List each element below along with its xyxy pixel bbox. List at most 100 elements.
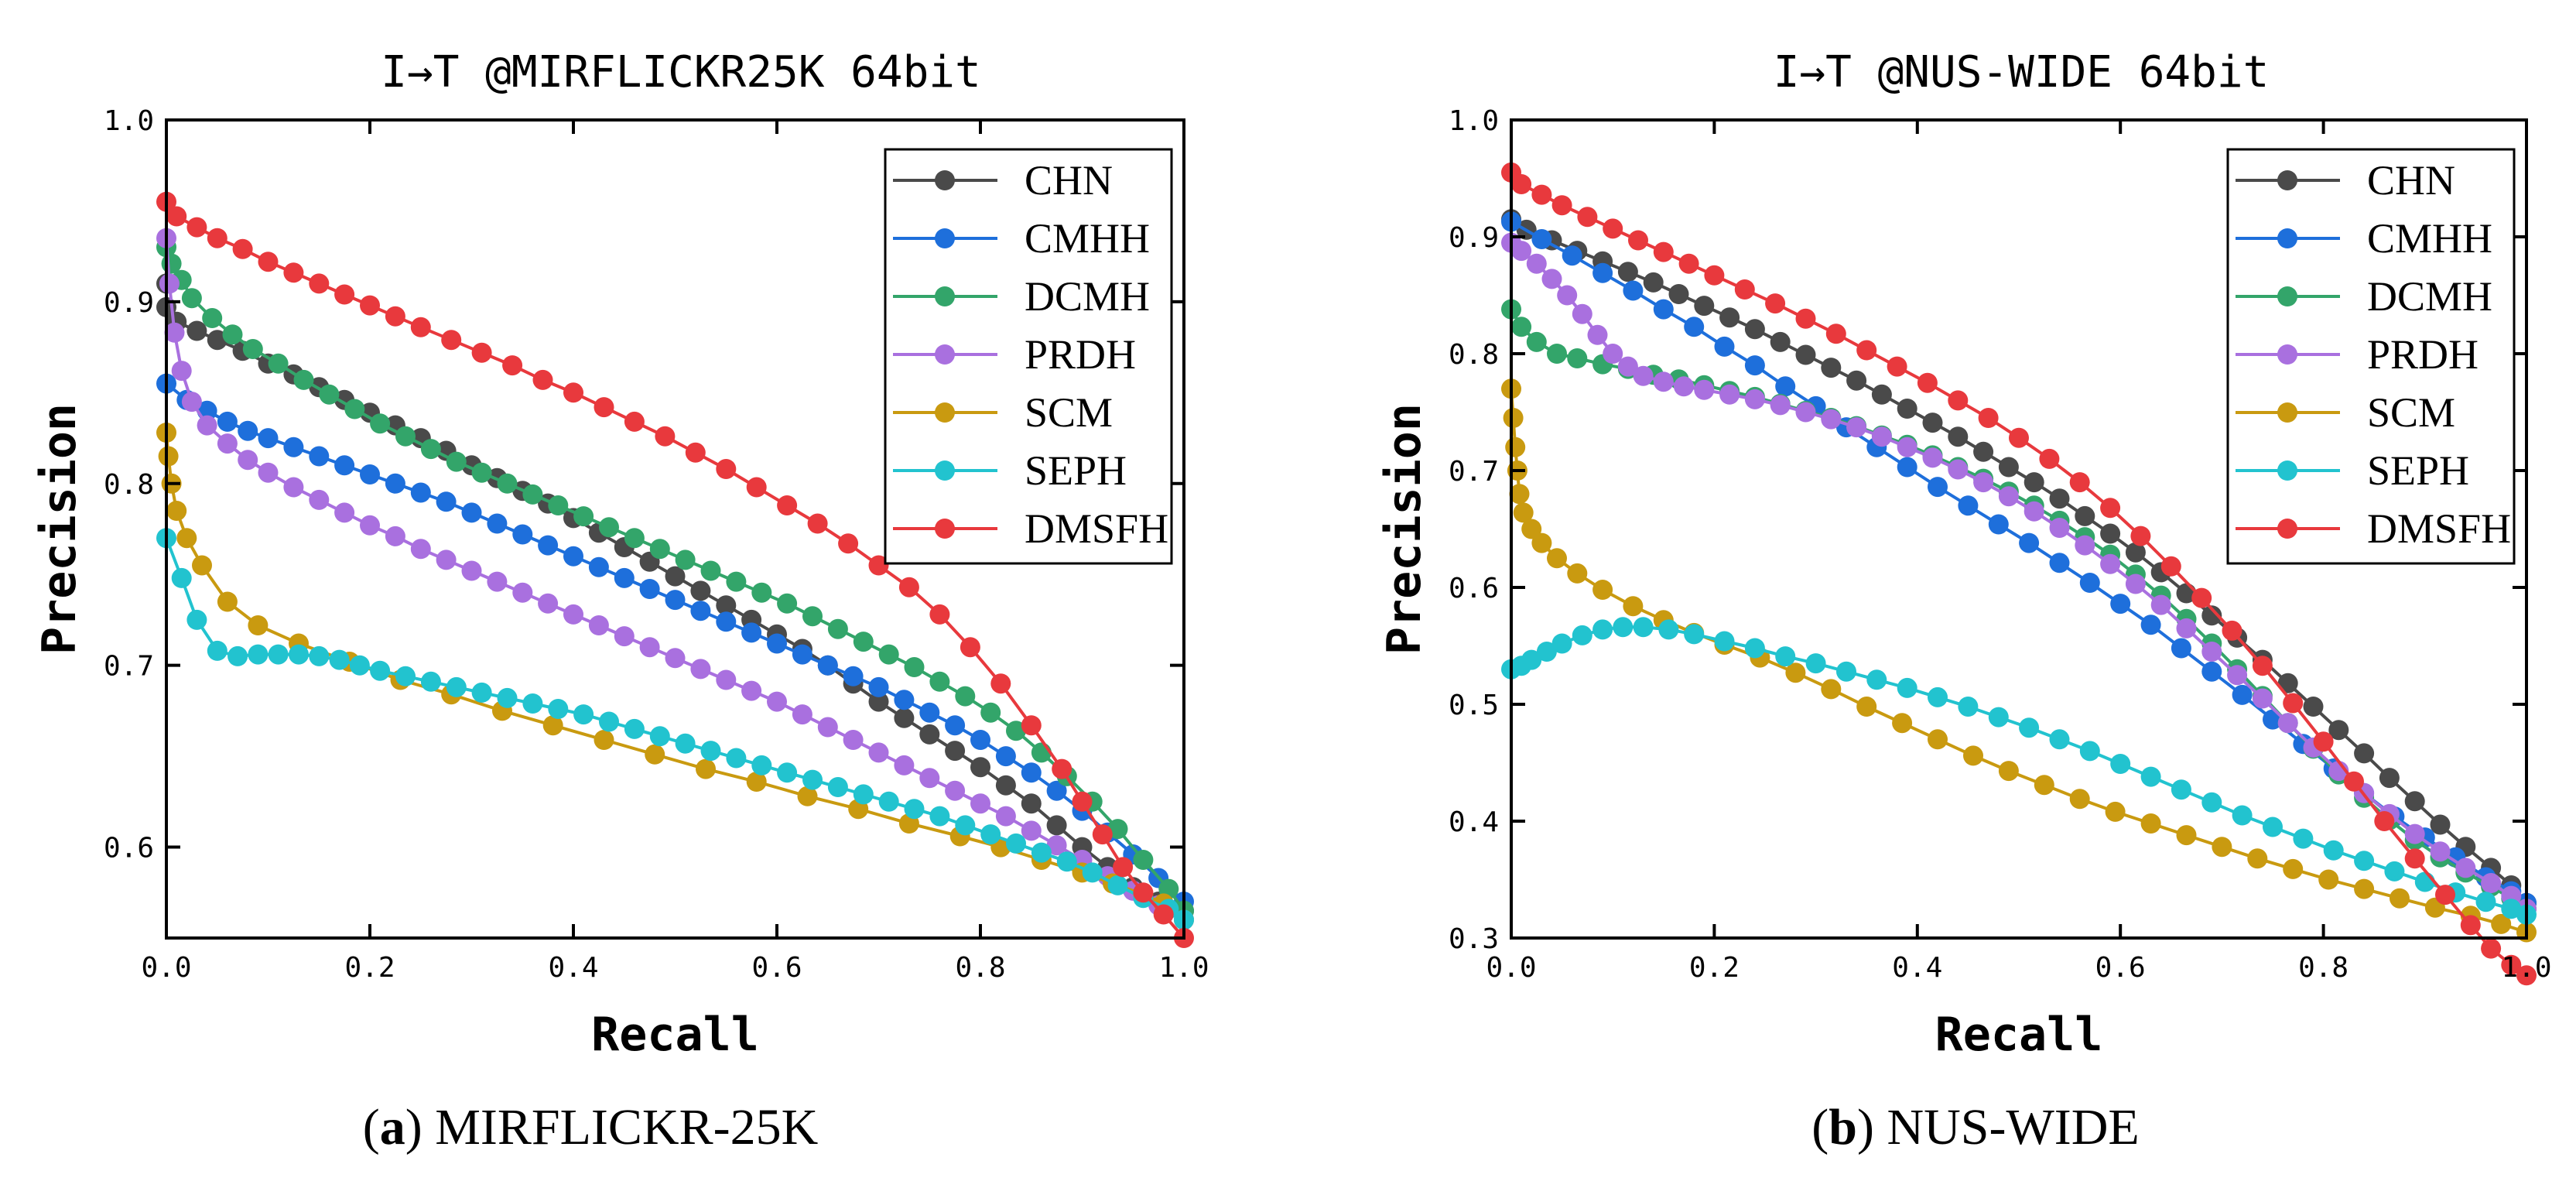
data-point	[1775, 646, 1796, 667]
data-point	[726, 571, 747, 592]
data-point	[827, 618, 848, 639]
chart-mirflickr: I→T @MIRFLICKR25K 64bit 0.0 0.2 0.4 0.6 0.8 1.…	[32, 47, 1209, 1062]
data-point	[542, 715, 563, 736]
y-tick-label: 0.3	[1449, 923, 1499, 955]
data-point	[594, 397, 614, 418]
data-point	[1714, 631, 1735, 652]
data-point	[2222, 620, 2242, 641]
data-point	[309, 645, 330, 666]
data-point	[1536, 642, 1557, 662]
data-point	[370, 660, 391, 681]
data-point	[1973, 472, 1994, 493]
data-point	[2079, 741, 2100, 762]
y-tick-label: 0.4	[1449, 806, 1499, 838]
data-point	[894, 690, 915, 710]
data-point	[955, 686, 976, 707]
data-point	[1531, 184, 1552, 205]
data-point	[334, 502, 355, 523]
data-point	[2303, 697, 2324, 717]
data-point	[238, 450, 258, 471]
data-point	[538, 535, 559, 556]
legend-item-cmhh: CMHH	[2236, 215, 2492, 262]
data-point	[420, 671, 441, 692]
data-point	[497, 687, 518, 708]
data-point	[2354, 743, 2375, 764]
data-point	[1998, 761, 2019, 782]
chart-nus-wide: I→T @NUS-WIDE 64bit 0.0 0.2 0.4 0.6 0.8 1.0 0.3…	[1377, 47, 2552, 1062]
data-point	[1133, 850, 1154, 870]
data-point	[1704, 265, 1725, 286]
data-point	[807, 513, 828, 534]
series-seph	[156, 528, 1194, 930]
data-point	[2313, 731, 2334, 752]
legend-item-chn: CHN	[2236, 157, 2455, 204]
data-point	[166, 501, 187, 521]
data-point	[487, 571, 508, 592]
data-point	[1714, 336, 1735, 357]
data-point	[2277, 713, 2298, 734]
data-point	[878, 644, 899, 665]
legend-label: PRDH	[2367, 331, 2479, 378]
data-point	[1775, 376, 1796, 397]
data-point	[1046, 815, 1067, 836]
data-point	[197, 415, 217, 436]
data-point	[2404, 848, 2425, 869]
data-point	[716, 669, 737, 690]
data-point	[1963, 745, 1983, 766]
data-point	[1871, 426, 1892, 447]
data-point	[1678, 253, 1699, 274]
data-point	[1948, 390, 1969, 411]
data-point	[1719, 307, 1740, 328]
data-point	[1928, 477, 1948, 498]
data-point	[548, 699, 569, 719]
data-point	[1998, 486, 2019, 507]
data-point	[2125, 542, 2146, 563]
data-point	[2374, 811, 2395, 831]
legend-label: CMHH	[1025, 215, 1150, 262]
data-point	[599, 711, 619, 732]
data-point	[716, 595, 737, 616]
data-point	[441, 330, 462, 351]
data-point	[878, 791, 899, 812]
data-point	[919, 702, 940, 723]
legend-label: SCM	[1025, 389, 1113, 436]
x-tick-label: 0.0	[1486, 952, 1536, 984]
data-point	[1513, 502, 1534, 523]
data-point	[1821, 409, 1842, 430]
x-tick-label: 0.4	[1892, 952, 1942, 984]
data-point	[186, 320, 207, 341]
data-point	[420, 439, 441, 460]
data-point	[2430, 841, 2451, 862]
legend-item-prdh: PRDH	[893, 331, 1136, 378]
data-point	[853, 784, 874, 805]
data-point	[690, 601, 711, 621]
legend-item-scm: SCM	[2236, 389, 2455, 436]
legend-label: DCMH	[2367, 273, 2492, 320]
data-point	[1557, 285, 1578, 306]
data-point	[1958, 697, 1979, 717]
data-point	[1653, 299, 1674, 320]
data-point	[2390, 888, 2410, 909]
data-point	[1531, 229, 1552, 249]
data-point	[2232, 684, 2253, 705]
data-point	[334, 284, 355, 305]
data-point	[1988, 514, 2009, 535]
data-point	[410, 482, 431, 503]
data-point	[563, 546, 583, 567]
data-point	[2227, 665, 2248, 686]
data-point	[2283, 693, 2304, 714]
data-point	[1021, 793, 1042, 814]
data-point	[2034, 775, 2054, 796]
data-point	[1928, 729, 1948, 750]
data-point	[777, 762, 798, 783]
data-point	[2024, 472, 2044, 493]
data-point	[217, 433, 238, 454]
data-point	[502, 355, 523, 376]
data-point	[227, 645, 248, 666]
data-point	[675, 733, 696, 754]
data-point	[945, 741, 966, 762]
data-point	[624, 718, 645, 739]
legend-marker	[2277, 228, 2297, 248]
data-point	[2110, 754, 2131, 774]
data-point	[853, 632, 874, 652]
